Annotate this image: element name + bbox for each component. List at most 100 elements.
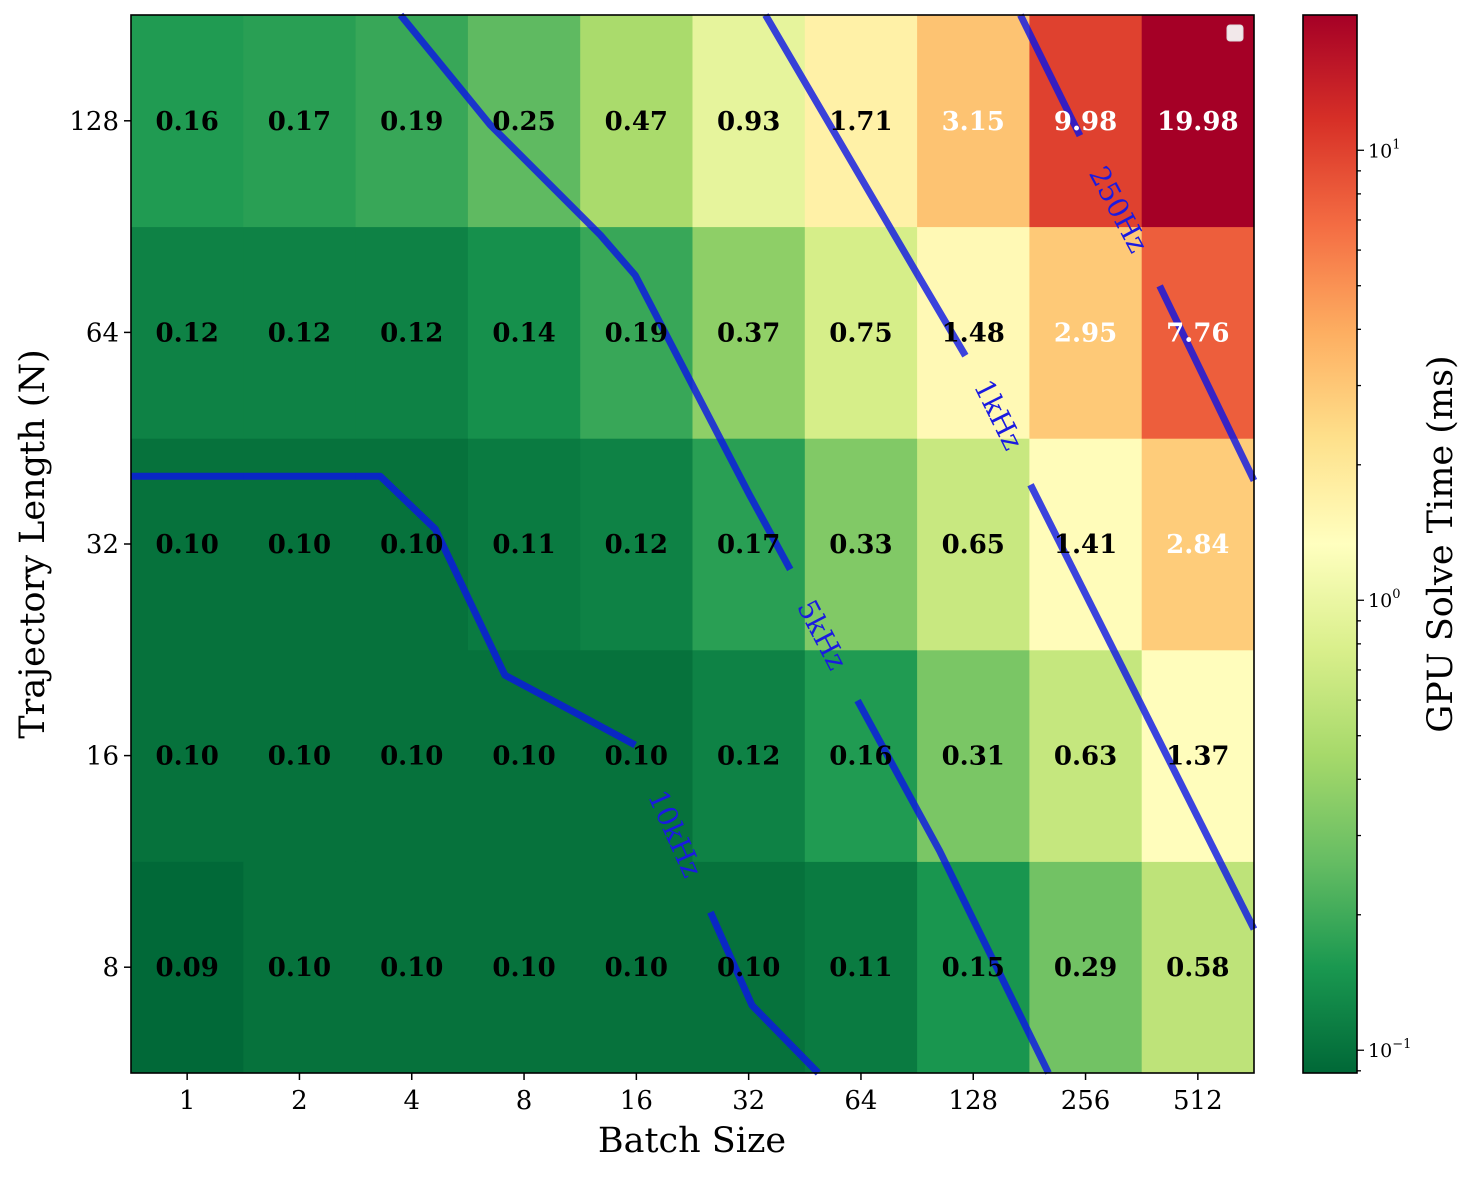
cell-value-label: 0.10 bbox=[605, 953, 668, 983]
x-tick-label: 2 bbox=[291, 1086, 308, 1116]
cell-value-label: 0.17 bbox=[268, 107, 331, 137]
heatmap-cell bbox=[467, 861, 581, 1074]
cell-value-label: 0.63 bbox=[1054, 742, 1117, 772]
colorbar-tick-label: 101 bbox=[1368, 137, 1400, 162]
heatmap-cell bbox=[1141, 649, 1255, 862]
contour-line-5kHz bbox=[397, 12, 794, 572]
cell-value-label: 0.12 bbox=[155, 318, 218, 348]
x-tick-label: 64 bbox=[844, 1086, 877, 1116]
heatmap-cell bbox=[355, 861, 469, 1074]
cell-value-label: 0.12 bbox=[605, 530, 668, 560]
cell-value-label: 0.33 bbox=[829, 530, 892, 560]
cell-value-labels: 0.09 0.10 0.10 0.10 0.10 0.10 0.11 0.15 0.29 0.58… bbox=[155, 107, 1238, 983]
heatmap-cell bbox=[692, 649, 806, 862]
heatmap-cell bbox=[243, 226, 357, 439]
x-tick-label: 128 bbox=[948, 1086, 998, 1116]
y-axis-ticks: 8 16 32 64 128 bbox=[69, 107, 131, 983]
cell-value-label: 0.10 bbox=[268, 953, 331, 983]
heatmap-cell bbox=[243, 861, 357, 1074]
x-tick-label: 4 bbox=[403, 1086, 420, 1116]
cell-value-label: 0.09 bbox=[155, 953, 218, 983]
cell-value-label: 2.95 bbox=[1054, 318, 1117, 348]
legend-box bbox=[1226, 24, 1244, 42]
colorbar-label: GPU Solve Time (ms) bbox=[1421, 355, 1461, 732]
contour-line-5kHz bbox=[854, 698, 1052, 1075]
heatmap-cell bbox=[1029, 226, 1143, 439]
colorbar-tick-label: 100 bbox=[1368, 587, 1400, 612]
x-tick-label: 16 bbox=[620, 1086, 653, 1116]
heatmap-cell bbox=[917, 649, 1030, 862]
cell-value-label: 0.93 bbox=[717, 107, 780, 137]
cell-value-label: 0.10 bbox=[268, 530, 331, 560]
heatmap-cell bbox=[131, 15, 244, 228]
y-tick-label: 16 bbox=[86, 742, 119, 772]
cell-value-label: 0.10 bbox=[605, 742, 668, 772]
y-axis-label: Trajectory Length (N) bbox=[13, 349, 53, 738]
cell-value-label: 0.47 bbox=[605, 107, 668, 137]
cell-value-label: 0.10 bbox=[492, 742, 555, 772]
heatmap-cells bbox=[131, 15, 1255, 1074]
cell-value-label: 0.65 bbox=[942, 530, 1005, 560]
contour-line-250Hz bbox=[1017, 13, 1084, 138]
heatmap-cell bbox=[355, 649, 469, 862]
y-tick-label: 128 bbox=[69, 107, 119, 137]
heatmap-cell bbox=[917, 438, 1030, 651]
x-tick-label: 8 bbox=[516, 1086, 533, 1116]
heatmap-cell bbox=[355, 226, 469, 439]
cell-value-label: 9.98 bbox=[1054, 107, 1117, 137]
heatmap-cell bbox=[917, 226, 1030, 439]
cell-value-label: 0.58 bbox=[1166, 953, 1229, 983]
heatmap-cell bbox=[1141, 226, 1255, 439]
cell-value-label: 0.10 bbox=[380, 953, 443, 983]
cell-value-label: 0.16 bbox=[155, 107, 218, 137]
cell-value-label: 0.16 bbox=[829, 742, 892, 772]
heatmap-cell bbox=[804, 861, 918, 1074]
heatmap-cell bbox=[580, 649, 693, 862]
heatmap-cell bbox=[355, 15, 469, 228]
heatmap-cell bbox=[131, 226, 244, 439]
heatmap-cell bbox=[692, 226, 806, 439]
heatmap-cell bbox=[580, 15, 693, 228]
heatmap-cell bbox=[1141, 438, 1255, 651]
colorbar bbox=[1302, 14, 1358, 1074]
heatmap-cell bbox=[917, 15, 1030, 228]
heatmap-cell bbox=[1141, 15, 1255, 228]
cell-value-label: 0.12 bbox=[717, 742, 780, 772]
cell-value-label: 0.10 bbox=[380, 530, 443, 560]
contour-line-10kHz bbox=[707, 910, 821, 1076]
heatmap-cell bbox=[131, 649, 244, 862]
colorbar-ticks: 10−1 100 101 bbox=[1357, 137, 1411, 1072]
cell-value-label: 0.15 bbox=[942, 953, 1005, 983]
cell-value-label: 0.10 bbox=[380, 742, 443, 772]
cell-value-label: 0.11 bbox=[829, 953, 892, 983]
cell-value-label: 0.25 bbox=[492, 107, 555, 137]
cell-value-label: 0.31 bbox=[942, 742, 1005, 772]
heatmap-cell bbox=[131, 861, 244, 1074]
heatmap-cell bbox=[804, 226, 918, 439]
heatmap-cell bbox=[1029, 438, 1143, 651]
heatmap-cell bbox=[243, 649, 357, 862]
cell-value-label: 1.41 bbox=[1054, 530, 1117, 560]
cell-value-label: 0.12 bbox=[380, 318, 443, 348]
contour-line-250Hz bbox=[1156, 284, 1258, 483]
cell-value-label: 0.10 bbox=[268, 742, 331, 772]
heatmap-cell bbox=[580, 861, 693, 1074]
cell-value-label: 0.14 bbox=[492, 318, 555, 348]
x-tick-label: 512 bbox=[1173, 1086, 1223, 1116]
cell-value-label: 0.10 bbox=[155, 742, 218, 772]
cell-value-label: 0.29 bbox=[1054, 953, 1117, 983]
x-tick-label: 1 bbox=[179, 1086, 196, 1116]
x-tick-label: 32 bbox=[732, 1086, 765, 1116]
heatmap-cell bbox=[692, 438, 806, 651]
x-tick-label: 256 bbox=[1061, 1086, 1111, 1116]
cell-value-label: 2.84 bbox=[1166, 530, 1229, 560]
cell-value-label: 0.37 bbox=[717, 318, 780, 348]
heatmap-cell bbox=[1029, 15, 1143, 228]
contour-line-1kHz bbox=[762, 13, 969, 358]
cell-value-label: 1.48 bbox=[942, 318, 1005, 348]
y-tick-label: 32 bbox=[86, 530, 119, 560]
cell-value-label: 0.10 bbox=[155, 530, 218, 560]
heatmap-cell bbox=[580, 438, 693, 651]
cell-value-label: 0.10 bbox=[492, 953, 555, 983]
cell-value-label: 0.10 bbox=[717, 953, 780, 983]
